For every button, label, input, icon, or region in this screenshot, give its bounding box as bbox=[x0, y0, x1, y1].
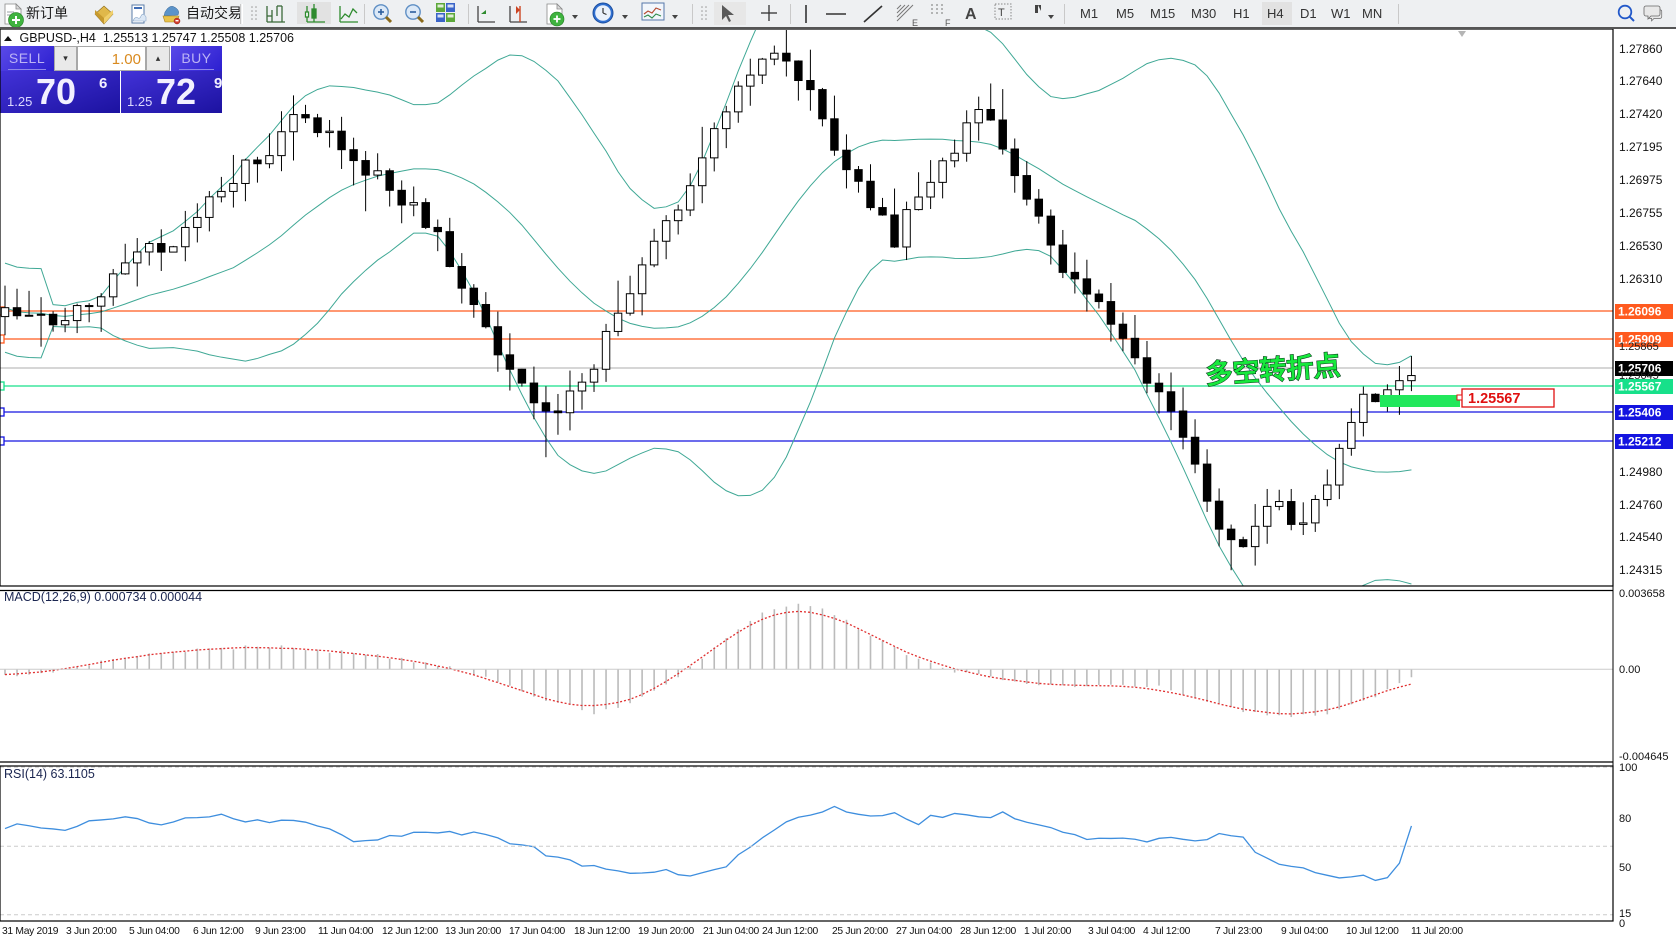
svg-text:1.24540: 1.24540 bbox=[1619, 530, 1663, 544]
svg-text:1.27420: 1.27420 bbox=[1619, 107, 1663, 121]
svg-text:F: F bbox=[945, 18, 951, 28]
svg-text:0.003658: 0.003658 bbox=[1619, 588, 1665, 600]
svg-text:1.24980: 1.24980 bbox=[1619, 465, 1663, 479]
svg-text:M1: M1 bbox=[1080, 6, 1098, 21]
svg-text:M30: M30 bbox=[1191, 6, 1216, 21]
svg-text:T: T bbox=[998, 7, 1005, 19]
svg-text:1.27640: 1.27640 bbox=[1619, 74, 1663, 88]
svg-text:MN: MN bbox=[1362, 6, 1382, 21]
svg-text:M5: M5 bbox=[1116, 6, 1134, 21]
svg-text:1.25212: 1.25212 bbox=[1618, 435, 1662, 449]
svg-text:M15: M15 bbox=[1150, 6, 1175, 21]
svg-text:1.25567: 1.25567 bbox=[1618, 380, 1662, 394]
svg-text:D1: D1 bbox=[1300, 6, 1317, 21]
svg-text:0.00: 0.00 bbox=[1619, 664, 1640, 676]
svg-text:1.24760: 1.24760 bbox=[1619, 498, 1663, 512]
svg-text:H4: H4 bbox=[1267, 6, 1284, 21]
svg-text:100: 100 bbox=[1619, 762, 1637, 774]
svg-text:15: 15 bbox=[1619, 908, 1631, 920]
svg-text:新订单: 新订单 bbox=[26, 5, 68, 21]
svg-text:1.27860: 1.27860 bbox=[1619, 42, 1663, 56]
svg-text:50: 50 bbox=[1619, 862, 1631, 874]
svg-text:1.25406: 1.25406 bbox=[1618, 406, 1662, 420]
svg-text:W1: W1 bbox=[1331, 6, 1351, 21]
svg-text:1.24315: 1.24315 bbox=[1619, 563, 1663, 577]
svg-text:MACD(12,26,9) 0.000734 0.00004: MACD(12,26,9) 0.000734 0.000044 bbox=[4, 590, 202, 604]
svg-text:1.25567: 1.25567 bbox=[1468, 391, 1520, 407]
svg-text:A: A bbox=[965, 6, 977, 23]
svg-text:1.25706: 1.25706 bbox=[1618, 362, 1662, 376]
svg-text:-0.004645: -0.004645 bbox=[1619, 751, 1669, 763]
svg-text:RSI(14) 63.1105: RSI(14) 63.1105 bbox=[4, 767, 95, 781]
svg-text:E: E bbox=[912, 18, 918, 28]
svg-text:多空转折点: 多空转折点 bbox=[1205, 350, 1342, 390]
svg-text:1.26530: 1.26530 bbox=[1619, 239, 1663, 253]
svg-text:1.26975: 1.26975 bbox=[1619, 173, 1663, 187]
svg-text:1.25909: 1.25909 bbox=[1618, 333, 1662, 347]
svg-text:1.25645: 1.25645 bbox=[1619, 370, 1659, 382]
svg-text:1.26310: 1.26310 bbox=[1619, 272, 1663, 286]
svg-text:80: 80 bbox=[1619, 813, 1631, 825]
svg-text:1.25865: 1.25865 bbox=[1619, 341, 1659, 353]
svg-text:H1: H1 bbox=[1233, 6, 1250, 21]
svg-text:自动交易: 自动交易 bbox=[186, 5, 242, 21]
svg-text:1.26755: 1.26755 bbox=[1619, 206, 1663, 220]
svg-text:1.27195: 1.27195 bbox=[1619, 140, 1663, 154]
svg-text:1.26096: 1.26096 bbox=[1618, 305, 1662, 319]
